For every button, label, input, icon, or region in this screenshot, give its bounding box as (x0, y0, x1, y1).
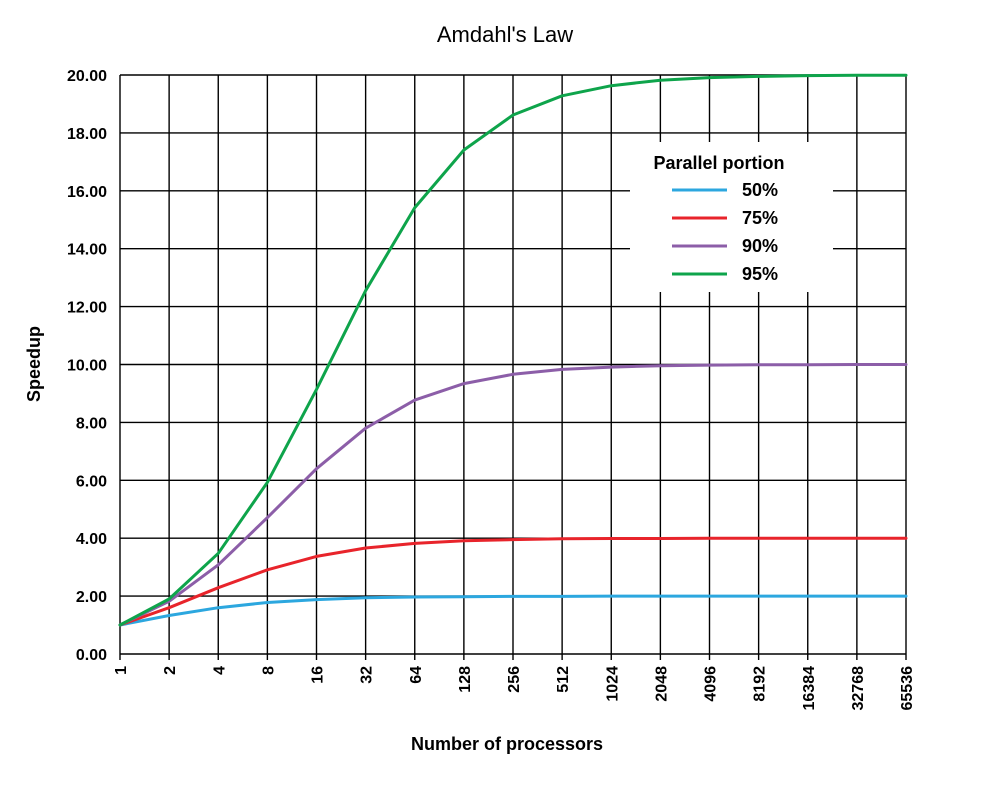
x-tick-label: 16 (310, 666, 327, 684)
legend-label: 95% (742, 264, 778, 284)
y-axis-label: Speedup (24, 326, 44, 402)
x-tick-label: 32768 (850, 666, 867, 711)
x-tick-label: 4 (211, 666, 228, 675)
x-tick-label: 8 (260, 666, 277, 675)
legend-label: 50% (742, 180, 778, 200)
series-line-50-percent (118, 594, 908, 627)
x-tick-label: 8192 (752, 666, 769, 702)
x-tick-label: 128 (457, 666, 474, 693)
legend-title: Parallel portion (653, 153, 784, 173)
series-line-75-percent (118, 536, 908, 627)
legend-label: 90% (742, 236, 778, 256)
x-tick-label: 4096 (703, 666, 720, 702)
chart-title: Amdahl's Law (437, 22, 573, 47)
y-tick-label: 6.00 (76, 473, 107, 490)
x-tick-label: 32 (359, 666, 376, 684)
x-tick-label: 1 (113, 666, 130, 675)
legend: Parallel portion 50% 75% 90% 95% (630, 142, 833, 292)
y-tick-label: 14.00 (67, 242, 107, 259)
y-tick-label: 2.00 (76, 589, 107, 606)
x-tick-label: 2 (162, 666, 179, 675)
legend-background (630, 142, 833, 292)
y-tick-label: 18.00 (67, 126, 107, 143)
y-tick-label: 8.00 (76, 415, 107, 432)
x-tick-labels: 1 2 4 8 16 32 64 128 256 512 1024 2048 4096 8192 16384… (113, 666, 916, 711)
y-tick-label: 20.00 (67, 68, 107, 85)
grid (119, 74, 907, 660)
x-tick-label: 16384 (801, 666, 818, 711)
legend-items: 50% 75% 90% 95% (672, 180, 778, 284)
x-tick-label: 64 (408, 666, 425, 684)
x-tick-label: 256 (506, 666, 523, 693)
series-lines (118, 73, 908, 627)
y-tick-labels: 0.00 2.00 4.00 6.00 8.00 10.00 12.00 14.00 16.00… (67, 68, 107, 664)
x-tick-label: 512 (555, 666, 572, 693)
y-tick-label: 16.00 (67, 184, 107, 201)
y-tick-label: 4.00 (76, 531, 107, 548)
x-tick-label: 65536 (899, 666, 916, 711)
x-tick-label: 2048 (653, 666, 670, 702)
series-line-90-percent (118, 363, 908, 627)
x-axis-label: Number of processors (411, 734, 603, 754)
legend-label: 75% (742, 208, 778, 228)
x-tick-label: 1024 (604, 666, 621, 702)
y-tick-label: 0.00 (76, 647, 107, 664)
series-line-95-percent (118, 73, 908, 627)
y-tick-label: 10.00 (67, 358, 107, 375)
y-tick-label: 12.00 (67, 300, 107, 317)
